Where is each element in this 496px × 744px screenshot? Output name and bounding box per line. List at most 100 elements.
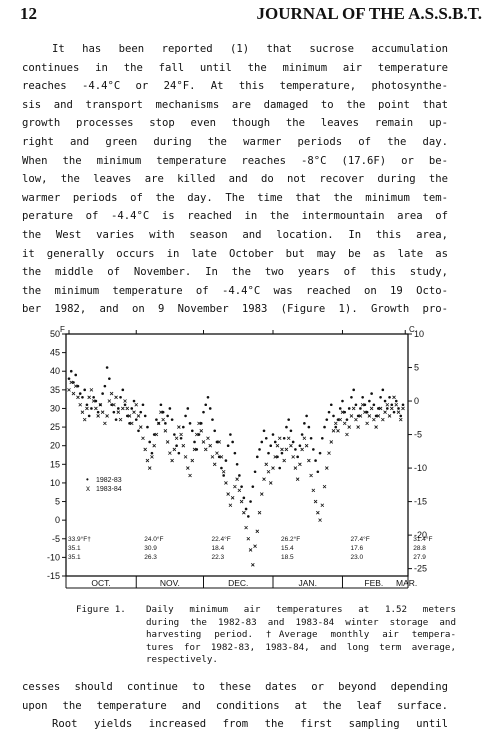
- monthly-average-value: 23.0: [350, 554, 363, 561]
- data-point-1982-83: [175, 444, 178, 447]
- data-point-1982-83: [370, 392, 373, 395]
- data-point-1983-84: [121, 406, 125, 411]
- data-point-1983-84: [233, 484, 237, 489]
- data-point-1983-84: [161, 417, 165, 422]
- data-point-1982-83: [105, 366, 109, 369]
- data-point-1982-83: [312, 448, 315, 451]
- right-tick-label: -15: [414, 497, 427, 507]
- data-point-1982-83: [199, 422, 203, 425]
- data-point-1982-83: [379, 395, 382, 399]
- data-point-1982-83: [260, 440, 264, 444]
- left-tick-label: 20: [50, 441, 60, 451]
- journal-title: JOURNAL OF THE A.S.S.B.T.: [256, 4, 482, 23]
- data-point-1983-84: [69, 380, 74, 385]
- data-point-1983-84: [112, 402, 116, 407]
- caption-line: Daily minimum air temperatures at 1.52 m…: [146, 604, 456, 615]
- legend-label: 1983-84: [96, 486, 122, 493]
- data-point-1982-83: [343, 410, 347, 414]
- data-point-1983-84: [318, 518, 322, 522]
- data-point-1982-83: [76, 384, 80, 388]
- text-line: Root yields increased from the first sam…: [52, 718, 448, 731]
- data-point-1982-83: [170, 418, 174, 421]
- caption-line: during the 1982-83 and 1983-84 winter st…: [146, 616, 456, 628]
- body-paragraph-1: It has been reported (1) that sucrose ac…: [22, 40, 448, 319]
- monthly-average-value: 27.9: [413, 554, 426, 561]
- data-point-1983-84: [286, 436, 291, 441]
- data-point-1983-84: [280, 447, 284, 452]
- data-point-1983-84: [401, 406, 405, 411]
- text-line: low, the leaves are killed and do not re…: [22, 173, 448, 186]
- data-point-1983-84: [329, 440, 334, 444]
- data-point-1982-83: [327, 410, 331, 414]
- data-point-1982-83: [193, 440, 196, 444]
- data-point-1983-84: [385, 402, 390, 407]
- data-point-1982-83: [251, 485, 255, 488]
- data-point-1982-83: [282, 436, 286, 440]
- data-point-1983-84: [284, 447, 289, 452]
- data-point-1982-83: [394, 399, 398, 403]
- left-tick-label: -15: [47, 571, 60, 581]
- data-point-1982-83: [296, 455, 299, 459]
- data-point-1982-83: [190, 429, 194, 433]
- data-point-1983-84: [257, 510, 262, 515]
- data-point-1983-84: [374, 425, 378, 429]
- data-point-1982-83: [150, 451, 154, 455]
- data-point-1983-84: [387, 414, 392, 418]
- data-point-1983-84: [295, 477, 300, 481]
- data-point-1983-84: [192, 447, 197, 452]
- data-point-1983-84: [307, 458, 311, 463]
- data-point-1983-84: [275, 443, 280, 448]
- data-point-1983-84: [170, 458, 174, 463]
- data-point-1982-83: [318, 451, 322, 455]
- data-point-1982-83: [338, 407, 342, 410]
- data-point-1982-83: [307, 425, 311, 429]
- data-point-1982-83: [103, 384, 107, 388]
- data-point-1982-83: [300, 433, 304, 436]
- data-point-1983-84: [98, 402, 103, 407]
- data-point-1983-84: [118, 417, 123, 422]
- data-point-1982-83: [148, 440, 151, 444]
- data-point-1982-83: [401, 403, 405, 407]
- monthly-average-value: 22.4°F: [211, 535, 230, 543]
- month-label: NOV.: [160, 578, 180, 588]
- left-tick-label: 35: [50, 385, 60, 395]
- data-point-1983-84: [145, 458, 150, 463]
- data-point-1982-83: [325, 418, 329, 421]
- legend-label: 1982-83: [96, 477, 122, 484]
- data-point-1982-83: [208, 407, 212, 410]
- data-point-1983-84: [156, 421, 161, 426]
- text-line: sis and transport mechanisms are damaged…: [22, 98, 448, 111]
- data-point-1982-83: [94, 399, 98, 403]
- data-point-1982-83: [336, 418, 340, 421]
- data-point-1983-84: [293, 466, 298, 470]
- data-point-1982-83: [258, 448, 261, 451]
- data-point-1982-83: [372, 403, 376, 407]
- data-point-1982-83: [314, 459, 317, 462]
- left-tick-label: 10: [50, 478, 60, 488]
- data-point-1982-83: [388, 395, 391, 399]
- figure-caption: Figure 1. Daily minimum air temperatures…: [76, 604, 456, 667]
- data-point-1982-83: [298, 444, 302, 447]
- data-point-1983-84: [129, 421, 134, 426]
- data-point-1982-83: [383, 399, 387, 403]
- data-point-1982-83: [213, 429, 217, 433]
- data-point-1983-84: [183, 455, 188, 459]
- caption-line: harvesting period. †Average monthly air …: [146, 629, 456, 641]
- data-point-1983-84: [331, 429, 336, 433]
- right-tick-label: 5: [414, 363, 419, 373]
- data-point-1983-84: [235, 477, 239, 481]
- data-point-1983-84: [253, 544, 257, 548]
- text-line: the minimum temperature of -4.4°C was re…: [22, 284, 448, 297]
- data-point-1983-84: [82, 417, 87, 422]
- data-point-1982-83: [363, 403, 367, 407]
- data-point-1982-83: [215, 440, 219, 444]
- data-point-1983-84: [94, 406, 98, 411]
- data-point-1982-83: [217, 455, 221, 459]
- data-point-1982-83: [74, 373, 78, 377]
- data-point-1983-84: [251, 563, 255, 567]
- data-point-1983-84: [228, 503, 233, 508]
- data-point-1983-84: [398, 417, 403, 422]
- data-point-1982-83: [231, 440, 234, 444]
- data-point-1983-84: [136, 414, 141, 418]
- data-point-1982-83: [374, 414, 378, 418]
